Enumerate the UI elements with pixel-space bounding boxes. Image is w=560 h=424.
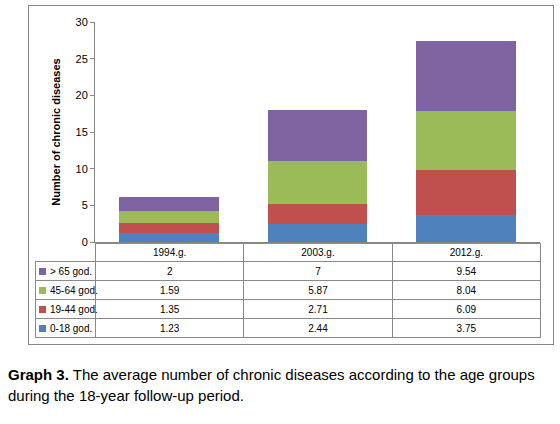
html-text:> 65 god.: > 65 god. [50,265,92,277]
svg-text:25: 25 [76,53,88,65]
html-text:45-64 god.: 45-64 god. [50,284,98,296]
svg-text:15: 15 [76,126,88,138]
html-text:5.87: 5.87 [308,284,328,296]
svg-text:10: 10 [76,163,88,175]
html-text:1994.g.: 1994.g. [153,247,187,258]
html-text:8.04: 8.04 [456,284,476,296]
html-text:2.71: 2.71 [308,303,328,315]
html-text:0-18 god.: 0-18 god. [50,322,93,334]
html-text:1.35: 1.35 [159,303,180,315]
html-text:7: 7 [315,265,321,277]
svg-text:5: 5 [82,199,88,211]
svg-text:0: 0 [82,236,88,248]
svg-text:Number of chronic diseases: Number of chronic diseases [50,58,62,205]
html-text:1.23: 1.23 [159,322,180,334]
html-text:2.44: 2.44 [308,322,328,334]
html-text:2: 2 [166,265,173,277]
html-text:19-44 god.: 19-44 god. [50,303,98,315]
html-text:6.09: 6.09 [456,303,476,315]
html-text:2003.g.: 2003.g. [301,247,335,258]
html-text:1.59: 1.59 [159,284,180,296]
html-text:2012.g.: 2012.g. [449,247,483,258]
html-text:Graph 3. The average number of: Graph 3. The average number of chronic d… [8,366,535,404]
svg-text:30: 30 [76,16,88,28]
html-text:3.75: 3.75 [456,322,476,334]
html-text:9.54: 9.54 [456,265,476,277]
svg-text:20: 20 [76,89,88,101]
